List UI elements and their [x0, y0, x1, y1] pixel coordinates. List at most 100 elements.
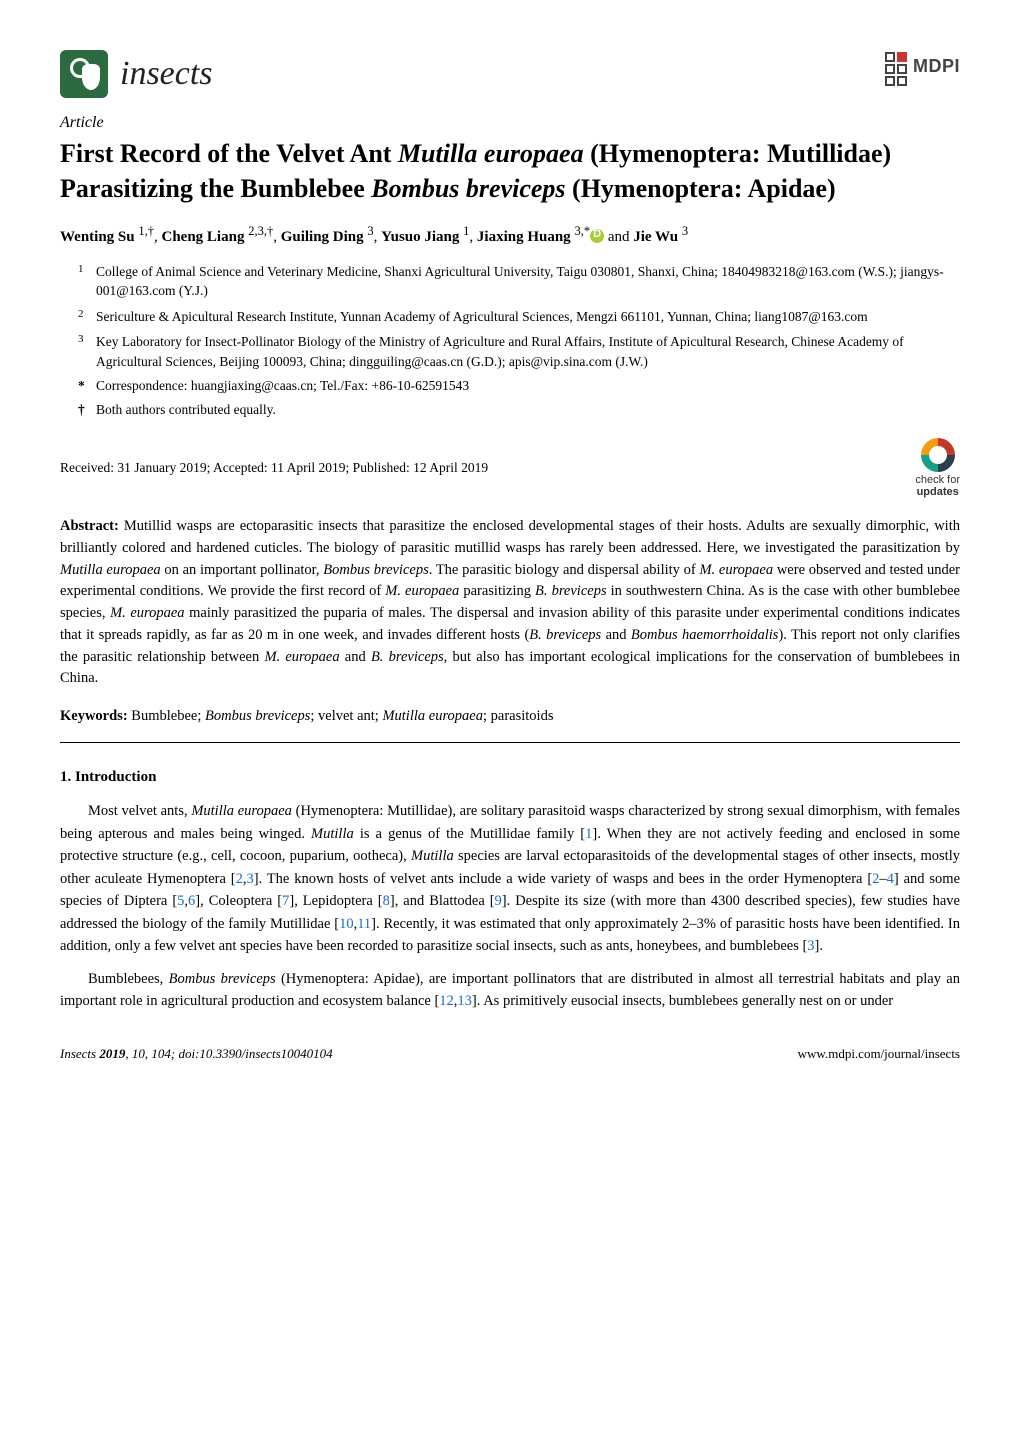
- author-name: Yusuo Jiang: [381, 229, 459, 245]
- citation-ref[interactable]: 13: [457, 993, 472, 1009]
- citation-ref[interactable]: 4: [887, 871, 894, 887]
- citation-ref[interactable]: 9: [495, 893, 502, 909]
- author-name: Wenting Su: [60, 229, 135, 245]
- contrib-marker: †: [78, 401, 85, 420]
- article-dates-row: Received: 31 January 2019; Accepted: 11 …: [60, 438, 960, 498]
- title-species: Bombus breviceps: [371, 174, 565, 203]
- check-updates-icon: [921, 438, 955, 472]
- keywords: Keywords: Bumblebee; Bombus breviceps; v…: [60, 706, 960, 726]
- keywords-label: Keywords:: [60, 708, 128, 724]
- abstract-label: Abstract:: [60, 518, 119, 534]
- publisher-logo: MDPI: [885, 50, 960, 84]
- author-affil-sup: 1: [463, 224, 469, 238]
- affiliation-item: 2Sericulture & Apicultural Research Inst…: [78, 307, 960, 327]
- body-text: ].: [815, 938, 823, 954]
- body-text: ], Coleoptera [: [195, 893, 282, 909]
- citation-ref[interactable]: 3: [807, 938, 814, 954]
- keyword-species: Bombus breviceps: [205, 708, 310, 724]
- contribution-note: † Both authors contributed equally.: [78, 401, 960, 420]
- body-text: –: [879, 871, 886, 887]
- body-text: Bumblebees,: [88, 971, 169, 987]
- citation-ref[interactable]: 8: [383, 893, 390, 909]
- abstract-species: M. europaea: [699, 562, 773, 578]
- page-footer: Insects 2019, 10, 104; doi:10.3390/insec…: [60, 1045, 960, 1063]
- body-text: ]. As primitively eusocial insects, bumb…: [472, 993, 893, 1009]
- body-text: ], and Blattodea [: [390, 893, 495, 909]
- section-divider: [60, 742, 960, 743]
- author-affil-sup: 3,*: [574, 224, 590, 238]
- affiliation-item: 3 Key Laboratory for Insect-Pollinator Bi…: [78, 332, 960, 371]
- keyword: Bumblebee;: [128, 708, 205, 724]
- body-species: Mutilla: [311, 826, 354, 842]
- journal-name: insects: [120, 50, 213, 98]
- author-affil-sup: 1,†: [138, 224, 154, 238]
- title-text: First Record of the Velvet Ant: [60, 139, 398, 168]
- check-updates-badge[interactable]: check for updates: [915, 438, 960, 498]
- citation-ref[interactable]: 12: [439, 993, 454, 1009]
- keyword: ; parasitoids: [483, 708, 553, 724]
- abstract-text: Mutillid wasps are ectoparasitic insects…: [60, 518, 960, 556]
- affiliation-item: 1 College of Animal Science and Veterinar…: [78, 262, 960, 301]
- check-updates-label: updates: [917, 486, 959, 498]
- author-name: Jiaxing Huang: [477, 229, 571, 245]
- body-species: Bombus breviceps: [169, 971, 276, 987]
- affil-text: College of Animal Science and Veterinary…: [96, 264, 944, 299]
- body-text: is a genus of the Mutillidae family [: [354, 826, 585, 842]
- abstract-species: M. europaea: [385, 583, 459, 599]
- body-paragraph: Bumblebees, Bombus breviceps (Hymenopter…: [60, 968, 960, 1013]
- corr-marker: *: [78, 377, 85, 396]
- orcid-icon[interactable]: [590, 229, 604, 243]
- contrib-text: Both authors contributed equally.: [96, 402, 276, 417]
- citation-ref[interactable]: 10: [339, 916, 354, 932]
- author-affil-sup: 3: [682, 224, 688, 238]
- keyword: ; velvet ant;: [310, 708, 382, 724]
- abstract-species: Bombus haemorrhoidalis: [631, 627, 779, 643]
- body-text: Most velvet ants,: [88, 803, 191, 819]
- journal-logo: insects: [60, 50, 213, 98]
- corr-text: Correspondence: huangjiaxing@caas.cn; Te…: [96, 378, 469, 393]
- title-species: Mutilla europaea: [398, 139, 584, 168]
- abstract-text: . The parasitic biology and dispersal ab…: [429, 562, 700, 578]
- check-updates-label: check for: [915, 474, 960, 486]
- abstract-text: on an important pollinator,: [161, 562, 324, 578]
- affil-text: Sericulture & Apicultural Research Insti…: [96, 309, 868, 324]
- footer-citation: Insects 2019, 10, 104; doi:10.3390/insec…: [60, 1045, 333, 1063]
- abstract-text: and: [601, 627, 631, 643]
- citation-ref[interactable]: 2: [236, 871, 243, 887]
- page-header: insects MDPI: [60, 50, 960, 98]
- body-text: ], Lepidoptera [: [289, 893, 382, 909]
- abstract-text: parasitizing: [459, 583, 535, 599]
- article-type: Article: [60, 112, 960, 134]
- author-name: Jie Wu: [633, 229, 678, 245]
- author-affil-sup: 2,3,†: [248, 224, 273, 238]
- title-text: (Hymenoptera: Apidae): [566, 174, 836, 203]
- affil-marker: 3: [78, 332, 84, 348]
- footer-url: www.mdpi.com/journal/insects: [798, 1045, 960, 1063]
- author-list: Wenting Su 1,†, Cheng Liang 2,3,†, Guili…: [60, 223, 960, 248]
- affil-text: Key Laboratory for Insect-Pollinator Bio…: [96, 334, 904, 369]
- abstract-species: M. europaea: [110, 605, 184, 621]
- citation-ref[interactable]: 3: [247, 871, 254, 887]
- publisher-name: MDPI: [913, 54, 960, 79]
- abstract-text: and: [340, 649, 371, 665]
- affil-marker: 1: [78, 262, 84, 278]
- footer-journal: Insects: [60, 1046, 99, 1061]
- body-paragraph: Most velvet ants, Mutilla europaea (Hyme…: [60, 800, 960, 957]
- abstract-species: B. breviceps: [529, 627, 601, 643]
- abstract-species: B. breviceps: [371, 649, 444, 665]
- correspondence: * Correspondence: huangjiaxing@caas.cn; T…: [78, 377, 960, 396]
- abstract: Abstract: Mutillid wasps are ectoparasit…: [60, 516, 960, 690]
- abstract-species: Bombus breviceps: [323, 562, 428, 578]
- body-species: Mutilla: [411, 848, 454, 864]
- body-species: Mutilla europaea: [191, 803, 292, 819]
- insects-logo-icon: [60, 50, 108, 98]
- author-affil-sup: 3: [367, 224, 373, 238]
- section-heading: 1. Introduction: [60, 767, 960, 788]
- article-title: First Record of the Velvet Ant Mutilla e…: [60, 136, 960, 206]
- mdpi-grid-icon: [885, 52, 907, 86]
- footer-year: 2019: [99, 1046, 125, 1061]
- abstract-species: Mutilla europaea: [60, 562, 161, 578]
- author-name: Cheng Liang: [162, 229, 245, 245]
- article-dates: Received: 31 January 2019; Accepted: 11 …: [60, 459, 488, 478]
- citation-ref[interactable]: 11: [357, 916, 371, 932]
